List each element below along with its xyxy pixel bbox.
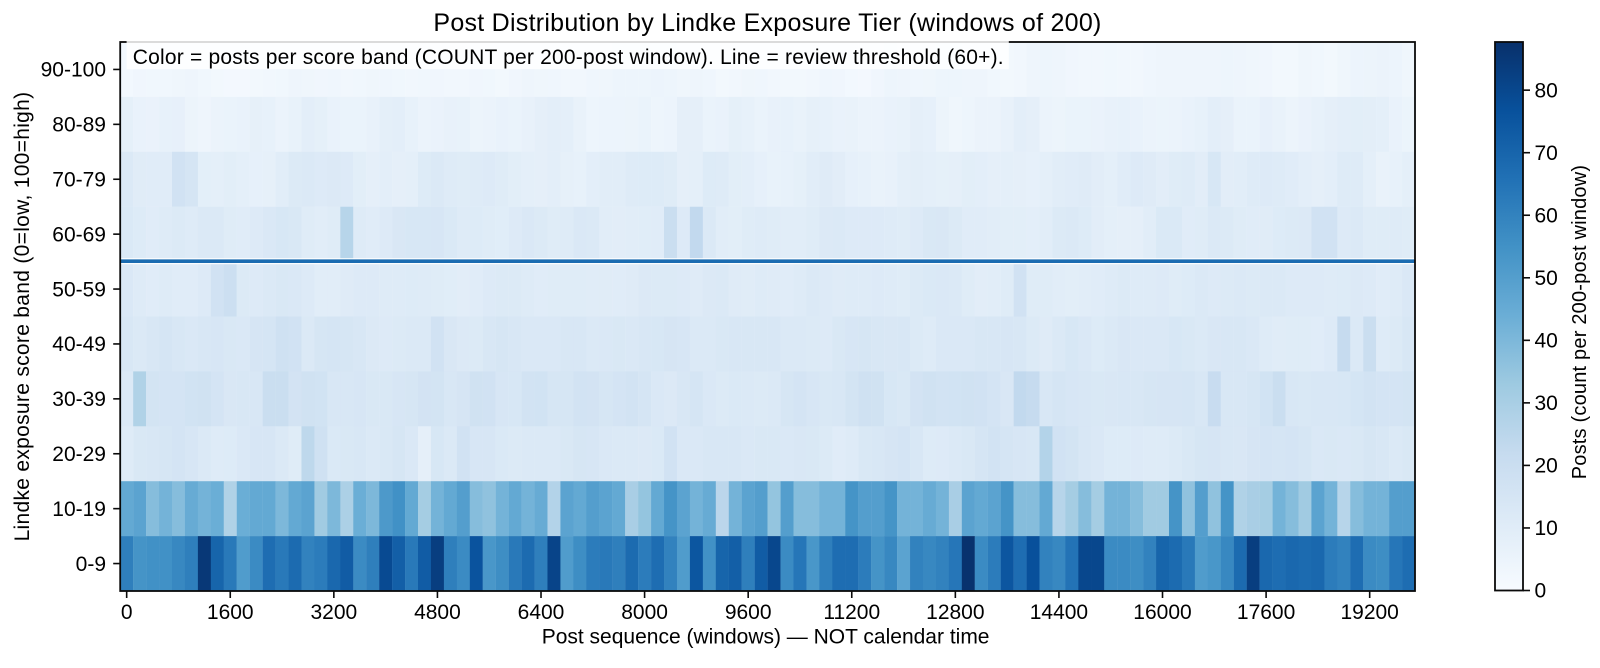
svg-text:17600: 17600 <box>1237 601 1295 624</box>
svg-text:14400: 14400 <box>1030 601 1088 624</box>
svg-text:Color = posts per score band (: Color = posts per score band (COUNT per … <box>133 46 1004 69</box>
svg-text:12800: 12800 <box>926 601 984 624</box>
svg-text:60-69: 60-69 <box>52 223 106 246</box>
svg-text:40: 40 <box>1535 330 1558 353</box>
svg-text:50-59: 50-59 <box>52 278 106 301</box>
svg-text:Lindke exposure score band (0=: Lindke exposure score band (0=low, 100=h… <box>11 92 34 542</box>
svg-text:40-49: 40-49 <box>52 333 106 356</box>
svg-text:70-79: 70-79 <box>52 168 106 191</box>
svg-text:6400: 6400 <box>518 601 565 624</box>
svg-text:70: 70 <box>1535 142 1558 165</box>
svg-text:0: 0 <box>121 601 133 624</box>
svg-text:8000: 8000 <box>621 601 668 624</box>
svg-text:60: 60 <box>1535 204 1558 227</box>
svg-text:10-19: 10-19 <box>52 498 106 521</box>
svg-text:16000: 16000 <box>1133 601 1191 624</box>
svg-text:20-29: 20-29 <box>52 443 106 466</box>
svg-text:0-9: 0-9 <box>76 553 106 576</box>
svg-text:80-89: 80-89 <box>52 114 106 137</box>
svg-text:80: 80 <box>1535 79 1558 102</box>
svg-text:50: 50 <box>1535 267 1558 290</box>
svg-text:90-100: 90-100 <box>41 59 106 82</box>
svg-text:9600: 9600 <box>725 601 772 624</box>
svg-text:0: 0 <box>1535 580 1547 603</box>
svg-text:20: 20 <box>1535 455 1558 478</box>
svg-text:30: 30 <box>1535 392 1558 415</box>
svg-text:10: 10 <box>1535 517 1558 540</box>
svg-text:11200: 11200 <box>823 601 880 624</box>
svg-text:4800: 4800 <box>414 601 461 624</box>
svg-text:30-39: 30-39 <box>52 388 106 411</box>
svg-text:19200: 19200 <box>1340 601 1398 624</box>
svg-text:Post sequence (windows) — NOT: Post sequence (windows) — NOT calendar t… <box>542 626 990 649</box>
svg-text:1600: 1600 <box>207 601 254 624</box>
svg-text:3200: 3200 <box>310 601 357 624</box>
svg-text:Post Distribution by Lindke Ex: Post Distribution by Lindke Exposure Tie… <box>433 9 1101 37</box>
svg-text:Posts (count per 200-post wind: Posts (count per 200-post window) <box>1569 165 1591 480</box>
